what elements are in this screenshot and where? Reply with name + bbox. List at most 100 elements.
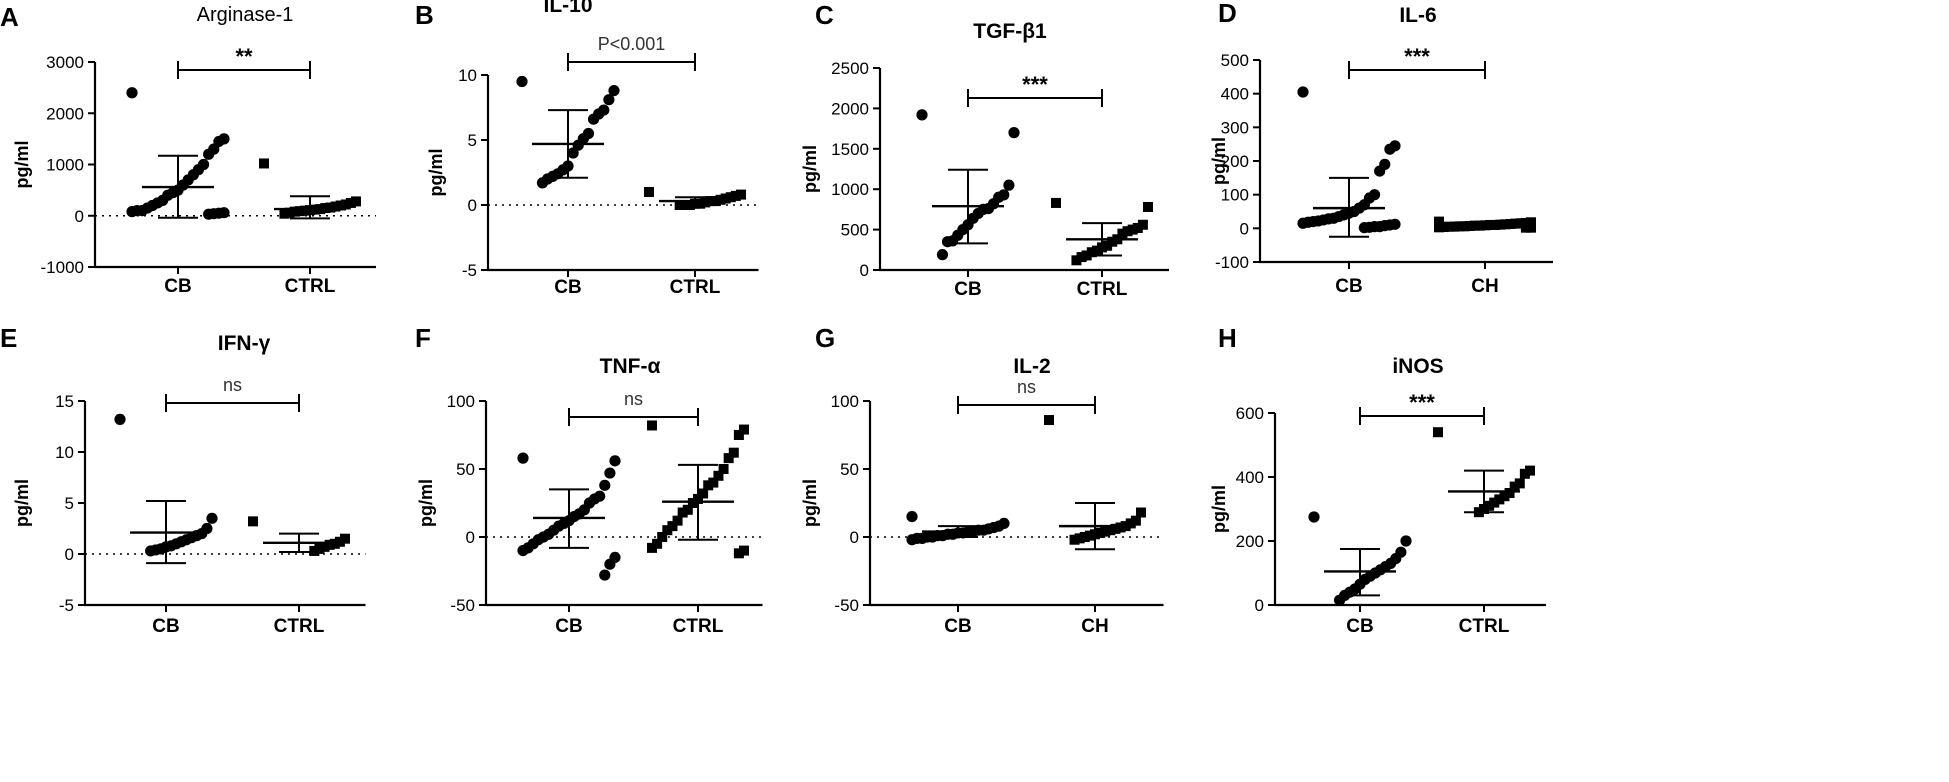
data-point-ctrl bbox=[1122, 226, 1133, 237]
data-point-ctrl bbox=[1484, 500, 1495, 511]
data-point-ctrl bbox=[1525, 465, 1535, 476]
data-point-ctrl bbox=[335, 200, 346, 211]
data-point-ctrl bbox=[1127, 224, 1138, 235]
x-tick-label: CB bbox=[152, 616, 179, 637]
data-point-ctrl bbox=[1519, 468, 1530, 479]
significance-label: P<0.001 bbox=[598, 34, 666, 54]
data-point-ctrl bbox=[672, 515, 683, 526]
y-tick-label: 0 bbox=[65, 545, 74, 564]
data-point-ch bbox=[1136, 507, 1146, 518]
chart-panel-g: G IL-2 pg/ml -50 0 50 100 CB CH ns bbox=[800, 323, 1164, 637]
y-tick-label: 2500 bbox=[831, 59, 869, 78]
data-point-cb bbox=[1384, 143, 1396, 155]
y-tick-label: 0 bbox=[466, 528, 475, 547]
data-point-cb bbox=[145, 545, 157, 557]
significance-label: ** bbox=[235, 44, 253, 69]
data-point-cb bbox=[906, 510, 918, 523]
y-tick-label: 1000 bbox=[46, 156, 84, 175]
x-tick-label: CTRL bbox=[1077, 279, 1128, 300]
significance-label: *** bbox=[1404, 44, 1430, 69]
y-tick-label: -1000 bbox=[41, 258, 84, 277]
data-point-ctrl bbox=[739, 545, 749, 556]
data-point-ctrl bbox=[319, 541, 330, 552]
data-point-cb bbox=[1358, 222, 1370, 234]
y-axis-label: pg/ml bbox=[800, 479, 820, 527]
chart-title: IL-6 bbox=[1399, 4, 1436, 27]
x-tick-label: CTRL bbox=[285, 276, 336, 297]
y-tick-label: 300 bbox=[1221, 118, 1249, 137]
data-point-ch bbox=[1515, 218, 1526, 229]
data-point-ctrl bbox=[677, 507, 688, 518]
significance-label: ns bbox=[624, 389, 643, 409]
y-tick-label: 50 bbox=[840, 460, 859, 479]
y-tick-label: 400 bbox=[1221, 85, 1249, 104]
data-point-ctrl bbox=[345, 197, 356, 208]
y-axis-label: pg/ml bbox=[12, 479, 32, 527]
data-point-ctrl bbox=[730, 190, 741, 201]
significance-label: ns bbox=[1017, 377, 1036, 397]
x-tick-label: CB bbox=[554, 277, 581, 298]
chart-panel-c: C TGF-β1 pg/ml 0 500 1000 1500 2000 2500 CB CTRL **… bbox=[800, 0, 1169, 300]
data-point-ctrl bbox=[1091, 245, 1102, 256]
data-point-ctrl bbox=[652, 538, 663, 549]
data-point-ch bbox=[1105, 525, 1116, 536]
chart-title: TNF-α bbox=[600, 355, 661, 378]
data-point-ctrl bbox=[720, 193, 731, 204]
data-point-ctrl bbox=[289, 206, 300, 217]
data-point-ctrl bbox=[695, 198, 706, 209]
data-point-cb bbox=[517, 452, 529, 464]
y-tick-label: 600 bbox=[1236, 404, 1264, 423]
data-point-ctrl bbox=[1137, 219, 1148, 230]
data-point-ctrl bbox=[718, 464, 729, 474]
data-point-cb bbox=[941, 236, 954, 248]
data-point-ctrl bbox=[728, 447, 739, 458]
y-tick-label: 500 bbox=[1221, 51, 1249, 70]
x-tick-label: CH bbox=[1081, 616, 1108, 637]
y-tick-label: 100 bbox=[447, 392, 475, 411]
data-point-ch bbox=[1505, 218, 1516, 229]
x-tick-label: CTRL bbox=[673, 616, 724, 637]
x-tick-label: CB bbox=[555, 616, 582, 637]
y-tick-label: 1000 bbox=[831, 180, 869, 199]
data-point-ctrl bbox=[1504, 488, 1515, 498]
x-tick-label: CB bbox=[164, 276, 191, 297]
y-tick-label: -5 bbox=[462, 261, 477, 280]
data-point-cb bbox=[203, 148, 215, 160]
data-point-ctrl bbox=[1433, 427, 1443, 438]
y-tick-label: -50 bbox=[834, 596, 859, 615]
panel-label: D bbox=[1218, 0, 1237, 28]
data-point-ch bbox=[1526, 222, 1536, 233]
data-point-ctrl bbox=[1117, 228, 1128, 239]
y-tick-label: 2000 bbox=[46, 104, 84, 123]
data-point-ch bbox=[1044, 415, 1054, 426]
data-point-ctrl bbox=[1499, 491, 1510, 502]
data-point-ctrl bbox=[647, 542, 657, 553]
y-tick-label: 15 bbox=[55, 392, 74, 411]
data-point-ctrl bbox=[1107, 236, 1118, 247]
y-tick-label: 200 bbox=[1221, 152, 1249, 171]
data-point-ctrl bbox=[1489, 497, 1500, 508]
y-axis-label: pg/ml bbox=[426, 149, 446, 197]
data-point-ctrl bbox=[259, 158, 269, 169]
y-tick-label: 200 bbox=[1236, 532, 1264, 551]
data-point-cb bbox=[599, 569, 611, 581]
data-point-ctrl bbox=[340, 533, 350, 544]
data-point-cb bbox=[609, 455, 621, 467]
data-point-cb bbox=[603, 94, 615, 106]
y-tick-label: 2000 bbox=[831, 99, 869, 118]
chart-title: Arginase-1 bbox=[197, 4, 294, 26]
data-point-ctrl bbox=[340, 199, 351, 210]
data-point-ctrl bbox=[644, 187, 654, 197]
data-point-ctrl bbox=[351, 196, 361, 207]
y-axis-label: pg/ml bbox=[12, 141, 32, 189]
data-point-ctrl bbox=[248, 516, 258, 527]
data-point-ctrl bbox=[1132, 222, 1143, 233]
chart-title: iNOS bbox=[1392, 355, 1443, 378]
x-tick-label: CB bbox=[954, 279, 981, 300]
y-tick-label: 0 bbox=[1240, 219, 1249, 238]
data-point-ch bbox=[1510, 218, 1521, 229]
data-point-cb bbox=[203, 208, 215, 220]
chart-panel-e: E IFN-γ pg/ml -5 0 5 10 15 CB CTRL ns bbox=[0, 323, 366, 637]
data-point-ch bbox=[1100, 526, 1111, 537]
